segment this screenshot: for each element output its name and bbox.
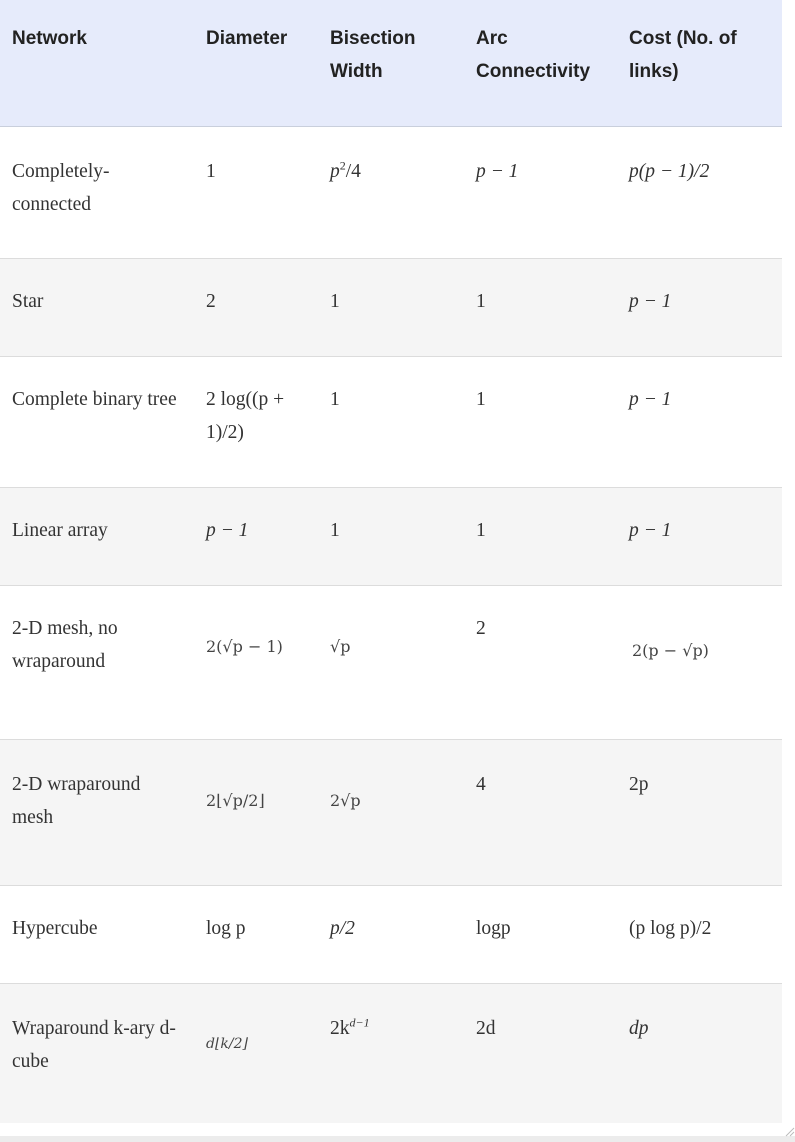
cell-arc: p − 1 — [476, 161, 519, 182]
cell-bisection: 2kd−1 — [330, 1012, 370, 1045]
network-line2: connected — [12, 194, 92, 215]
cell-diameter: 2(√p − 1) — [206, 637, 283, 656]
table-row: Completely- connected 1 p2/4 p − 1 p(p −… — [0, 127, 782, 259]
cell-bisection: 1 — [330, 389, 340, 410]
header-diameter: Diameter — [206, 28, 288, 49]
cell-arc: 1 — [476, 291, 486, 312]
cell-arc: 2d — [476, 1018, 496, 1039]
cell-arc: 1 — [476, 520, 486, 541]
cell-diameter: 1 — [206, 161, 216, 182]
scroll-corner — [782, 1124, 795, 1137]
network-line2: cube — [12, 1051, 49, 1072]
cell-bisection: √p — [330, 637, 351, 656]
cell-cost: dp — [629, 1018, 649, 1039]
cell-cost: p − 1 — [629, 389, 672, 410]
cell-network: Hypercube — [12, 918, 98, 939]
bisection-rest: /4 — [345, 161, 361, 182]
header-bisection-width: Bisection Width — [330, 22, 416, 88]
header-arc-connectivity: Arc Connectivity — [476, 22, 590, 88]
resize-handle-icon — [785, 1127, 795, 1137]
network-line1: Wraparound k-ary d- — [12, 1018, 176, 1039]
diameter-line2: 1)/2) — [206, 422, 244, 443]
cell-diameter: d⌊k/2⌋ — [206, 1036, 248, 1052]
bisection-sup: 2 — [339, 158, 346, 173]
bisection-sup: d−1 — [349, 1015, 370, 1030]
cell-diameter: 2 — [206, 291, 216, 312]
cell-arc: 4 — [476, 774, 486, 795]
cell-diameter: 2 log((p + 1)/2) — [206, 383, 284, 449]
horizontal-scrollbar[interactable] — [0, 1136, 795, 1142]
cell-cost: (p log p)/2 — [629, 918, 712, 939]
bisection-base: p — [330, 161, 340, 182]
cell-arc: logp — [476, 918, 511, 939]
bisection-base: 2k — [330, 1018, 350, 1039]
cell-network: Completely- connected — [12, 155, 109, 221]
table-row: Linear array p − 1 1 1 p − 1 — [0, 488, 782, 586]
network-line2: wraparound — [12, 651, 106, 672]
header-arc-line2: Connectivity — [476, 61, 591, 82]
header-bisection-line2: Width — [330, 61, 383, 82]
cell-cost: 2(p − √p) — [632, 641, 709, 660]
header-cost-line1: Cost (No. of — [629, 28, 737, 49]
cell-bisection: p/2 — [330, 918, 355, 939]
cell-arc: 2 — [476, 618, 486, 639]
cell-bisection: 2√p — [330, 791, 361, 810]
cell-network: Linear array — [12, 520, 108, 541]
cell-diameter: 2⌊√p/2⌋ — [206, 791, 265, 810]
networks-table: Network Diameter Bisection Width Arc Con… — [0, 0, 782, 1123]
table-row: 2-D mesh, no wraparound 2(√p − 1) √p 2 2… — [0, 586, 782, 740]
cell-cost: p − 1 — [629, 520, 672, 541]
cell-diameter: p − 1 — [206, 520, 249, 541]
cell-bisection: 1 — [330, 291, 340, 312]
network-line1: Completely- — [12, 161, 110, 182]
header-cost-line2: links) — [629, 61, 679, 82]
cell-cost: 2p — [629, 774, 649, 795]
cell-network: 2-D mesh, no wraparound — [12, 612, 118, 678]
cell-diameter: log p — [206, 918, 246, 939]
cell-bisection: p2/4 — [330, 155, 361, 188]
table-row: 2-D wraparound mesh 2⌊√p/2⌋ 2√p 4 2p — [0, 740, 782, 886]
table-row: Complete binary tree 2 log((p + 1)/2) 1 … — [0, 357, 782, 488]
network-line2: mesh — [12, 807, 54, 828]
cell-network: Star — [12, 291, 44, 312]
cell-network: 2-D wraparound mesh — [12, 768, 140, 834]
cell-cost: p − 1 — [629, 291, 672, 312]
cell-bisection: 1 — [330, 520, 340, 541]
network-line1: 2-D mesh, no — [12, 618, 118, 639]
network-line1: 2-D wraparound — [12, 774, 141, 795]
cell-network: Complete binary tree — [12, 389, 177, 410]
header-bisection-line1: Bisection — [330, 28, 416, 49]
header-cost: Cost (No. of links) — [629, 22, 737, 88]
cell-arc: 1 — [476, 389, 486, 410]
header-arc-line1: Arc — [476, 28, 508, 49]
table-row: Star 2 1 1 p − 1 — [0, 259, 782, 357]
table-row: Hypercube log p p/2 logp (p log p)/2 — [0, 886, 782, 984]
cell-network: Wraparound k-ary d- cube — [12, 1012, 176, 1078]
table-row: Wraparound k-ary d- cube d⌊k/2⌋ 2kd−1 2d… — [0, 984, 782, 1123]
header-network: Network — [12, 28, 87, 49]
cell-cost: p(p − 1)/2 — [629, 161, 710, 182]
diameter-line1: 2 log((p + — [206, 389, 285, 410]
table-header: Network Diameter Bisection Width Arc Con… — [0, 0, 782, 127]
